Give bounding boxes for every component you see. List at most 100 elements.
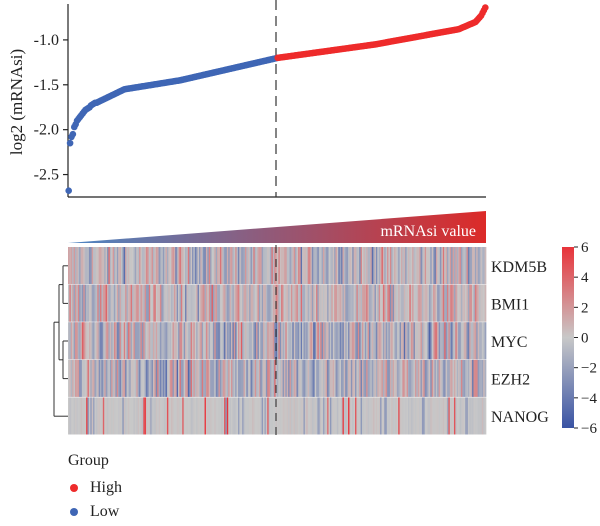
heatmap-cell [193,359,196,397]
heatmap-cell [381,284,384,322]
heatmap-cell [283,247,286,285]
heatmap-cell [141,397,144,435]
heatmap-cell [144,359,147,397]
heatmap-cell [147,247,150,285]
heatmap-cell [396,284,399,322]
heatmap-cell [265,247,268,285]
heatmap-cell [368,284,371,322]
heatmap-cell [74,359,77,397]
heatmap-cell [250,284,253,322]
heatmap-cell [353,322,356,360]
heatmap-cell [455,359,458,397]
heatmap-cell [229,284,232,322]
heatmap-cell [133,322,136,360]
heatmap-cell [203,247,205,285]
heatmap-cell [420,284,423,322]
heatmap-cell [307,284,310,322]
heatmap-cell [260,284,263,322]
heatmap-cell [412,397,414,435]
heatmap-cell [426,397,428,435]
heatmap-cell [91,359,94,397]
heatmap-cell [444,284,446,322]
heatmap-cell [373,397,375,435]
heatmap-cell [235,284,237,322]
heatmap-cell [350,397,353,435]
heatmap-cell [221,247,224,285]
heatmap-cell [69,359,72,397]
heatmap-cell [179,359,182,397]
heatmap-cell [293,284,296,322]
heatmap-cell [402,359,405,397]
heatmap-cell [119,322,122,360]
heatmap-cell [451,247,453,285]
heatmap-cell [469,284,472,322]
heatmap-cell [272,359,275,397]
heatmap-cell [80,322,83,360]
heatmap-cell [456,247,459,285]
heatmap-cell [166,247,169,285]
heatmap-cell [204,247,207,285]
heatmap-cell [325,359,328,397]
heatmap-cell [189,322,191,360]
heatmap-cell [435,284,438,322]
heatmap-cell [143,247,145,285]
heatmap-cell [242,322,244,360]
heatmap-cell [483,397,485,435]
heatmap-cell [162,284,165,322]
heatmap-cell [207,284,210,322]
heatmap-cell [101,247,104,285]
heatmap-cell [378,359,381,397]
heatmap-cell [194,397,197,435]
heatmap-cell [211,284,214,322]
heatmap-cell [70,284,73,322]
heatmap-cell [239,322,242,360]
heatmap-cell [403,322,406,360]
heatmap-cell [288,322,290,360]
heatmap-cell [204,397,207,435]
heatmap-cell [437,322,439,360]
heatmap-cell [212,359,215,397]
heatmap-cell [380,322,382,360]
heatmap-cell [363,397,366,435]
heatmap-cell [129,322,132,360]
heatmap-cell [449,284,452,322]
heatmap-cell [232,322,235,360]
heatmap-cell [338,322,341,360]
heatmap-cell [414,397,417,435]
heatmap-cell [481,397,484,435]
heatmap-cell [198,322,201,360]
heatmap-cell [119,359,122,397]
heatmap-cell [203,322,205,360]
heatmap-cell [257,322,260,360]
heatmap-cell [334,397,336,435]
heatmap-cell [94,397,97,435]
heatmap-cell [402,397,405,435]
heatmap-cell [134,247,137,285]
heatmap-cell [116,322,119,360]
heatmap-cell [205,284,208,322]
heatmap-cell [270,322,272,360]
heatmap-cell [297,247,300,285]
heatmap-cell [264,284,267,322]
heatmap-cell [239,359,242,397]
heatmap-cell [226,322,229,360]
heatmap-cell [311,397,314,435]
heatmap-cell [158,397,161,435]
heatmap-cell [437,284,439,322]
heatmap-cell [76,397,79,435]
heatmap-cell [95,322,98,360]
heatmap-cell [91,284,94,322]
heatmap-cell [378,322,381,360]
heatmap-cell [132,397,134,435]
heatmap-cell [186,359,189,397]
heatmap-cell [125,322,127,360]
heatmap-cell [421,247,424,285]
heatmap-cell [437,247,439,285]
heatmap-cell [310,322,313,360]
heatmap-cell [292,322,295,360]
heatmap-cell [187,397,190,435]
heatmap-cell [254,284,257,322]
heatmap-cell [270,359,272,397]
heatmap-cell [311,247,314,285]
heatmap-cell [467,397,470,435]
